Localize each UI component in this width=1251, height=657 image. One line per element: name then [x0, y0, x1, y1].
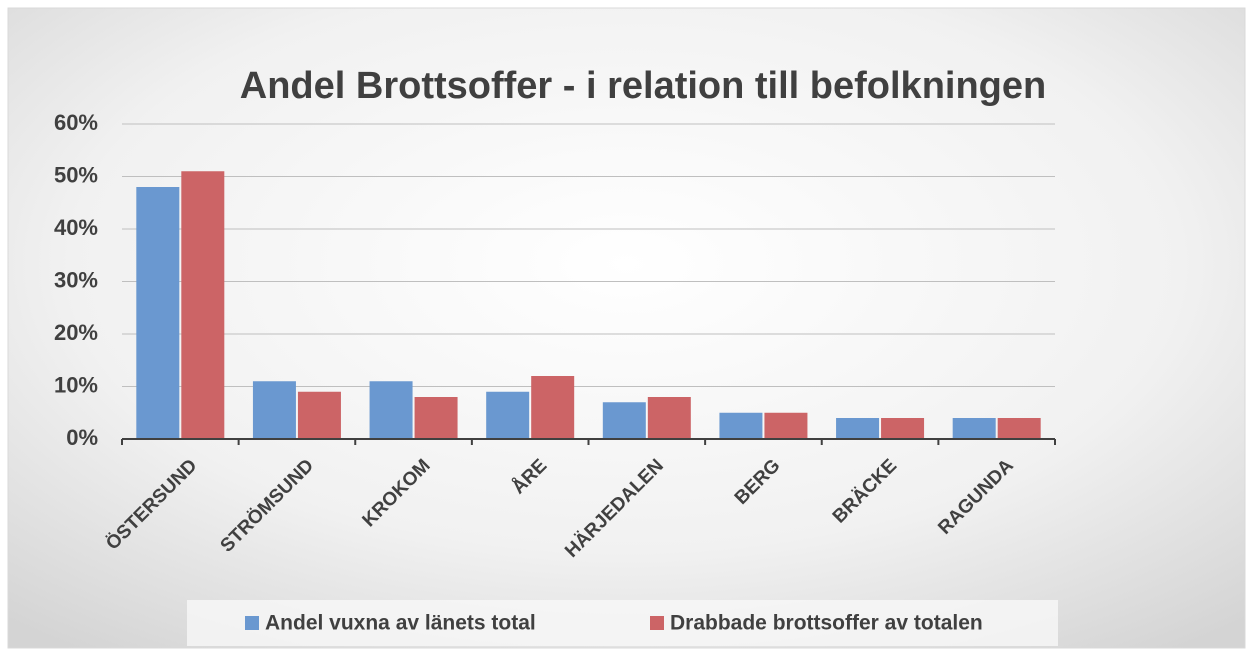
bar: [881, 418, 925, 439]
legend-label: Andel vuxna av länets total: [265, 612, 536, 635]
bar: [997, 418, 1041, 439]
bar: [952, 418, 996, 439]
legend-swatch: [650, 616, 664, 630]
bar: [719, 412, 763, 439]
y-tick-label: 0%: [66, 425, 98, 450]
legend-label: Drabbade brottsoffer av totalen: [670, 612, 983, 635]
legend-box: [187, 600, 1058, 646]
bar: [181, 171, 225, 439]
bar: [647, 397, 691, 439]
bar: [414, 397, 458, 439]
y-tick-label: 20%: [54, 320, 98, 345]
y-tick-label: 10%: [54, 372, 98, 397]
bar: [486, 391, 530, 439]
y-tick-label: 40%: [54, 215, 98, 240]
bar: [369, 381, 413, 439]
bar: [602, 402, 646, 439]
bar: [252, 381, 296, 439]
bar: [297, 391, 341, 439]
bar: [531, 376, 575, 439]
y-tick-label: 60%: [54, 110, 98, 135]
bar: [836, 418, 880, 439]
bar: [764, 412, 808, 439]
y-tick-label: 50%: [54, 162, 98, 187]
legend-swatch: [245, 616, 259, 630]
y-tick-label: 30%: [54, 267, 98, 292]
chart-title: Andel Brottsoffer - i relation till befo…: [240, 65, 1046, 107]
bar: [136, 187, 180, 439]
